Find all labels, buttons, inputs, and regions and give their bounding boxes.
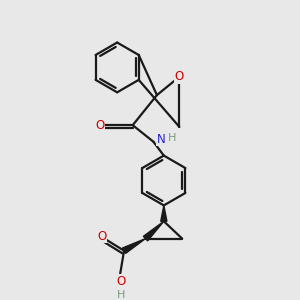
Text: H: H bbox=[168, 133, 177, 142]
Text: O: O bbox=[97, 230, 106, 243]
Polygon shape bbox=[122, 238, 146, 253]
Text: O: O bbox=[117, 275, 126, 288]
Text: O: O bbox=[95, 119, 104, 132]
Text: H: H bbox=[117, 290, 125, 300]
Text: N: N bbox=[157, 133, 165, 146]
Text: O: O bbox=[175, 70, 184, 83]
Polygon shape bbox=[143, 221, 164, 241]
Polygon shape bbox=[161, 206, 167, 221]
